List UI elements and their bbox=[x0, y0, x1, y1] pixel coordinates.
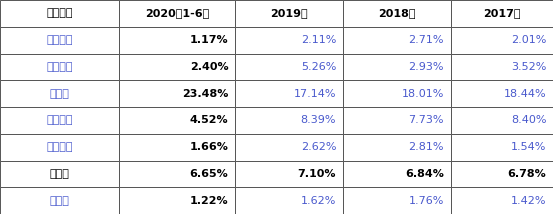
Bar bbox=[451, 107, 553, 134]
Text: 公司简称: 公司简称 bbox=[46, 8, 72, 18]
Bar bbox=[343, 54, 451, 80]
Bar bbox=[119, 134, 235, 160]
Bar bbox=[235, 0, 343, 27]
Text: 18.44%: 18.44% bbox=[504, 89, 546, 99]
Text: 2.71%: 2.71% bbox=[409, 35, 444, 45]
Bar bbox=[119, 80, 235, 107]
Text: 1.62%: 1.62% bbox=[301, 196, 336, 206]
Bar bbox=[119, 0, 235, 27]
Bar bbox=[343, 134, 451, 160]
Text: 1.54%: 1.54% bbox=[511, 142, 546, 152]
Text: 8.39%: 8.39% bbox=[301, 115, 336, 125]
Bar bbox=[235, 27, 343, 54]
Bar bbox=[343, 107, 451, 134]
Bar bbox=[343, 187, 451, 214]
Text: 7.73%: 7.73% bbox=[409, 115, 444, 125]
Text: 1.17%: 1.17% bbox=[190, 35, 228, 45]
Text: 8.40%: 8.40% bbox=[511, 115, 546, 125]
Text: 吴通控股: 吴通控股 bbox=[46, 142, 72, 152]
Bar bbox=[451, 80, 553, 107]
Bar bbox=[451, 54, 553, 80]
Text: 2020年1-6月: 2020年1-6月 bbox=[145, 8, 209, 18]
Text: 2.01%: 2.01% bbox=[511, 35, 546, 45]
Text: 3.52%: 3.52% bbox=[511, 62, 546, 72]
Bar bbox=[451, 160, 553, 187]
Text: 海联金汇: 海联金汇 bbox=[46, 62, 72, 72]
Bar bbox=[119, 187, 235, 214]
Text: 平均值: 平均值 bbox=[50, 169, 69, 179]
Text: 2.62%: 2.62% bbox=[301, 142, 336, 152]
Text: 2018年: 2018年 bbox=[378, 8, 415, 18]
Text: 1.76%: 1.76% bbox=[409, 196, 444, 206]
Text: 4.52%: 4.52% bbox=[190, 115, 228, 125]
Bar bbox=[343, 80, 451, 107]
Bar bbox=[343, 27, 451, 54]
Text: 17.14%: 17.14% bbox=[294, 89, 336, 99]
Bar bbox=[119, 160, 235, 187]
Text: 立昂技术: 立昂技术 bbox=[46, 35, 72, 45]
Bar bbox=[343, 0, 451, 27]
Bar bbox=[0, 107, 119, 134]
Text: 2017年: 2017年 bbox=[483, 8, 520, 18]
Bar bbox=[235, 54, 343, 80]
Text: 6.65%: 6.65% bbox=[190, 169, 228, 179]
Bar bbox=[235, 134, 343, 160]
Bar bbox=[0, 80, 119, 107]
Bar bbox=[451, 187, 553, 214]
Bar bbox=[119, 54, 235, 80]
Bar bbox=[119, 107, 235, 134]
Bar bbox=[0, 0, 119, 27]
Bar bbox=[343, 160, 451, 187]
Bar bbox=[235, 107, 343, 134]
Text: 23.48%: 23.48% bbox=[182, 89, 228, 99]
Text: 2.40%: 2.40% bbox=[190, 62, 228, 72]
Text: 7.10%: 7.10% bbox=[298, 169, 336, 179]
Text: 1.66%: 1.66% bbox=[190, 142, 228, 152]
Text: 2.11%: 2.11% bbox=[301, 35, 336, 45]
Text: 2.93%: 2.93% bbox=[409, 62, 444, 72]
Bar bbox=[235, 80, 343, 107]
Text: 梦网集团: 梦网集团 bbox=[46, 115, 72, 125]
Text: 2.81%: 2.81% bbox=[409, 142, 444, 152]
Bar bbox=[0, 160, 119, 187]
Text: 2019年: 2019年 bbox=[270, 8, 308, 18]
Text: 6.84%: 6.84% bbox=[405, 169, 444, 179]
Bar bbox=[451, 134, 553, 160]
Bar bbox=[451, 0, 553, 27]
Bar bbox=[0, 27, 119, 54]
Bar bbox=[0, 134, 119, 160]
Bar bbox=[235, 187, 343, 214]
Text: 人民网: 人民网 bbox=[50, 89, 69, 99]
Text: 5.26%: 5.26% bbox=[301, 62, 336, 72]
Bar bbox=[0, 187, 119, 214]
Text: 挖金客: 挖金客 bbox=[50, 196, 69, 206]
Bar bbox=[235, 160, 343, 187]
Bar bbox=[119, 27, 235, 54]
Bar bbox=[0, 54, 119, 80]
Text: 6.78%: 6.78% bbox=[508, 169, 546, 179]
Text: 1.22%: 1.22% bbox=[190, 196, 228, 206]
Text: 1.42%: 1.42% bbox=[511, 196, 546, 206]
Text: 18.01%: 18.01% bbox=[401, 89, 444, 99]
Bar bbox=[451, 27, 553, 54]
